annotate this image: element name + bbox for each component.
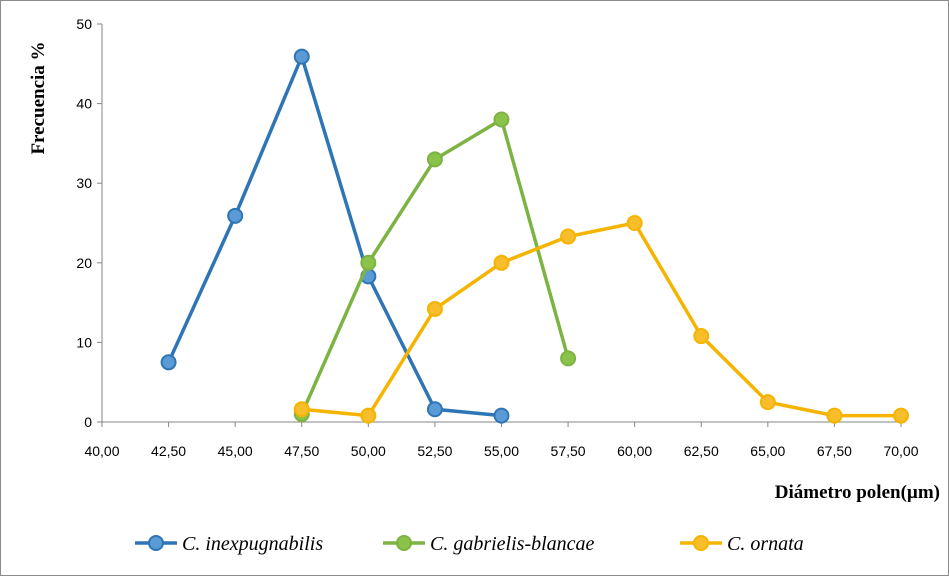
legend-swatch-marker bbox=[148, 535, 164, 551]
y-tick-label: 20 bbox=[76, 255, 92, 271]
y-tick-label: 30 bbox=[76, 175, 92, 191]
legend-label: C. inexpugnabilis bbox=[182, 533, 323, 555]
series-3 bbox=[293, 215, 909, 424]
data-point bbox=[493, 407, 510, 424]
x-tick-label: 62,50 bbox=[684, 443, 719, 459]
y-tick-label: 0 bbox=[84, 414, 92, 430]
x-axis-title: Diámetro polen(µm) bbox=[775, 482, 940, 503]
series-line bbox=[166, 54, 502, 418]
legend-label: C. ornata bbox=[727, 533, 804, 555]
legend-item-3: C. ornata bbox=[680, 533, 804, 555]
data-point bbox=[160, 354, 177, 371]
y-tick-label: 10 bbox=[76, 334, 92, 350]
data-point bbox=[426, 401, 443, 418]
x-tick-label: 40,00 bbox=[84, 443, 119, 459]
x-tick-label: 52,50 bbox=[417, 443, 452, 459]
series-layer bbox=[160, 48, 909, 424]
legend-swatch-marker bbox=[396, 535, 412, 551]
legend: C. inexpugnabilis C. gabrielis-blancae C. … bbox=[135, 533, 804, 555]
data-point bbox=[360, 407, 377, 424]
x-tick-label: 60,00 bbox=[617, 443, 652, 459]
y-axis-title: Frecuencia % bbox=[28, 41, 49, 154]
x-tick-label: 57,50 bbox=[551, 443, 586, 459]
x-tick-label: 42,50 bbox=[151, 443, 186, 459]
x-tick-label: 55,00 bbox=[484, 443, 519, 459]
data-point bbox=[893, 407, 909, 424]
data-point bbox=[560, 228, 577, 245]
y-tick-label: 40 bbox=[76, 96, 92, 112]
legend-label: C. gabrielis-blancae bbox=[430, 533, 595, 555]
x-tick-label: 47,50 bbox=[284, 443, 319, 459]
x-tick-label: 50,00 bbox=[351, 443, 386, 459]
x-tick-label: 45,00 bbox=[218, 443, 253, 459]
data-point bbox=[426, 300, 443, 317]
legend-swatch-marker bbox=[693, 535, 709, 551]
series-line bbox=[301, 221, 901, 418]
data-point bbox=[360, 254, 377, 271]
data-point bbox=[826, 407, 843, 424]
series-2 bbox=[293, 111, 577, 423]
data-point bbox=[293, 48, 310, 65]
legend-item-2: C. gabrielis-blancae bbox=[383, 533, 595, 555]
x-tick-label: 67,50 bbox=[817, 443, 852, 459]
x-tick-label: 70,00 bbox=[883, 443, 918, 459]
data-point bbox=[626, 215, 643, 231]
series-1 bbox=[160, 48, 510, 424]
x-tick-label: 65,00 bbox=[750, 443, 785, 459]
data-point bbox=[227, 207, 244, 224]
data-point bbox=[693, 328, 710, 345]
data-point bbox=[293, 401, 310, 418]
data-point bbox=[426, 151, 443, 168]
data-point bbox=[493, 111, 510, 128]
axes: 0 10 20 30 40 50 40,00 42,50 45,00 47,50 50,00 52,5… bbox=[76, 16, 918, 459]
legend-item-1: C. inexpugnabilis bbox=[135, 533, 323, 555]
data-point bbox=[493, 254, 510, 271]
data-point bbox=[560, 350, 577, 367]
y-tick-label: 50 bbox=[76, 16, 92, 32]
data-point bbox=[759, 394, 776, 411]
